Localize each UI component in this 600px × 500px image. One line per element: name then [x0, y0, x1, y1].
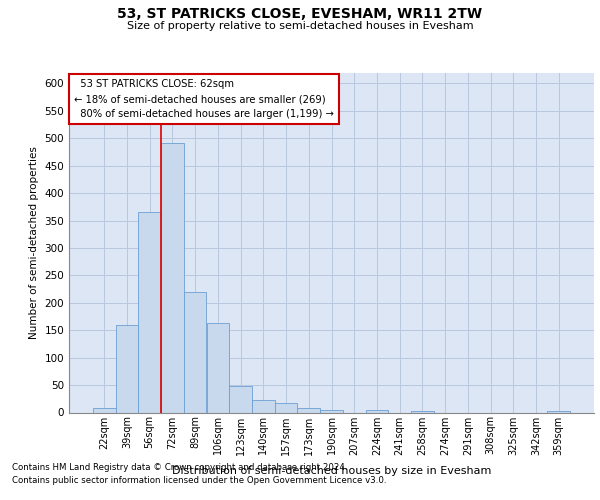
Bar	[298, 408, 320, 412]
Bar	[547, 411, 570, 412]
Bar	[411, 411, 434, 412]
Text: Size of property relative to semi-detached houses in Evesham: Size of property relative to semi-detach…	[127, 21, 473, 31]
Bar	[184, 292, 206, 412]
Text: Contains public sector information licensed under the Open Government Licence v3: Contains public sector information licen…	[12, 476, 386, 485]
Bar	[116, 325, 139, 412]
Bar	[320, 410, 343, 412]
Y-axis label: Number of semi-detached properties: Number of semi-detached properties	[29, 146, 39, 339]
Bar	[365, 410, 388, 412]
Bar	[252, 400, 275, 412]
Bar	[229, 386, 252, 412]
Text: 53 ST PATRICKS CLOSE: 62sqm  
← 18% of semi-detached houses are smaller (269)
  : 53 ST PATRICKS CLOSE: 62sqm ← 18% of sem…	[74, 80, 334, 119]
Bar	[161, 142, 184, 412]
Text: Contains HM Land Registry data © Crown copyright and database right 2024.: Contains HM Land Registry data © Crown c…	[12, 464, 347, 472]
Bar	[275, 402, 298, 412]
X-axis label: Distribution of semi-detached houses by size in Evesham: Distribution of semi-detached houses by …	[172, 466, 491, 476]
Bar	[93, 408, 116, 412]
Text: 53, ST PATRICKS CLOSE, EVESHAM, WR11 2TW: 53, ST PATRICKS CLOSE, EVESHAM, WR11 2TW	[118, 8, 482, 22]
Bar	[139, 212, 161, 412]
Bar	[206, 323, 229, 412]
